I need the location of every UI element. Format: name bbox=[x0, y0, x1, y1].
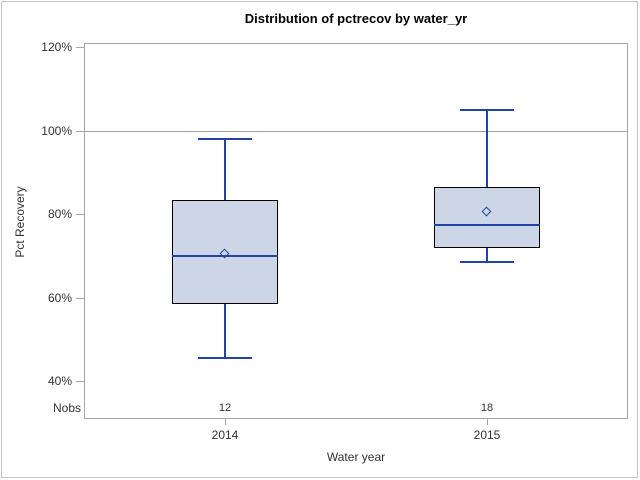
whisker-cap-top bbox=[460, 109, 514, 111]
y-tick-label: 60% bbox=[47, 291, 72, 305]
y-tick-label: 80% bbox=[47, 207, 72, 221]
median-line bbox=[434, 224, 540, 226]
nobs-value: 12 bbox=[218, 402, 232, 414]
y-tick-mark bbox=[76, 298, 84, 299]
whisker-stem bbox=[486, 110, 488, 262]
nobs-row-label: Nobs bbox=[52, 401, 81, 415]
whisker-cap-bottom bbox=[198, 357, 252, 359]
x-tick-label: 2015 bbox=[473, 428, 501, 442]
y-tick-label: 100% bbox=[41, 124, 72, 138]
y-tick-mark bbox=[76, 214, 84, 215]
box-rect bbox=[172, 200, 278, 304]
median-line bbox=[172, 255, 278, 257]
x-tick-label: 2014 bbox=[211, 428, 239, 442]
reference-line bbox=[84, 131, 628, 132]
whisker-cap-top bbox=[198, 138, 252, 140]
box-rect bbox=[434, 187, 540, 248]
nobs-value: 18 bbox=[480, 402, 494, 414]
x-axis-title: Water year bbox=[326, 450, 386, 464]
x-tick-mark bbox=[225, 419, 226, 425]
x-tick-mark bbox=[487, 419, 488, 425]
chart-title: Distribution of pctrecov by water_yr bbox=[244, 11, 468, 26]
plot-area bbox=[84, 43, 628, 419]
y-tick-mark bbox=[76, 381, 84, 382]
whisker-cap-bottom bbox=[460, 261, 514, 263]
y-tick-mark bbox=[76, 131, 84, 132]
y-tick-mark bbox=[76, 47, 84, 48]
y-tick-label: 40% bbox=[47, 374, 72, 388]
y-tick-label: 120% bbox=[41, 40, 72, 54]
y-axis-title: Pct Recovery bbox=[13, 186, 27, 258]
